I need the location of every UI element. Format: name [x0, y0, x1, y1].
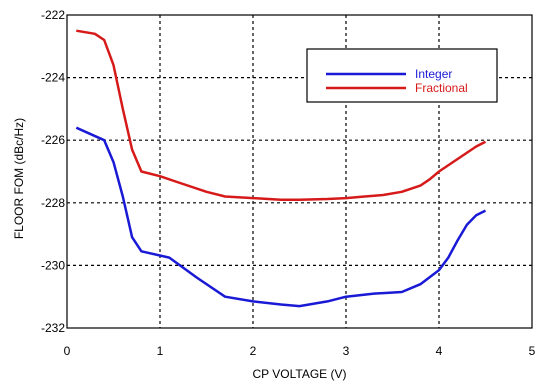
x-tick-label: 0 [64, 344, 71, 358]
y-tick-label: -222 [41, 8, 65, 22]
y-tick-label: -224 [41, 71, 65, 85]
x-tick-label: 2 [250, 344, 257, 358]
series-lines [75, 29, 487, 308]
y-tick-label: -232 [41, 321, 65, 335]
legend: Integer Fractional [306, 48, 498, 103]
legend-label-integer: Integer [415, 67, 452, 81]
plot-area-frame [66, 14, 533, 329]
y-tick-label: -226 [41, 133, 65, 147]
legend-box [306, 48, 498, 103]
x-tick-label: 4 [436, 344, 443, 358]
y-axis-title: FLOOR FOM (dBc/Hz) [12, 118, 26, 239]
y-tick-label: -228 [41, 196, 65, 210]
x-axis-title: CP VOLTAGE (V) [252, 367, 346, 381]
x-tick-label: 5 [529, 344, 536, 358]
series-line-integer [75, 126, 487, 308]
legend-label-fractional: Fractional [415, 81, 468, 95]
y-tick-label: -230 [41, 258, 65, 272]
x-tick-label: 3 [343, 344, 350, 358]
series-line-fractional [76, 29, 487, 201]
axis-ticks: 0 1 2 3 4 5 -222 -224 -226 -228 -230 -232 [41, 8, 536, 358]
x-tick-label: 1 [157, 344, 164, 358]
